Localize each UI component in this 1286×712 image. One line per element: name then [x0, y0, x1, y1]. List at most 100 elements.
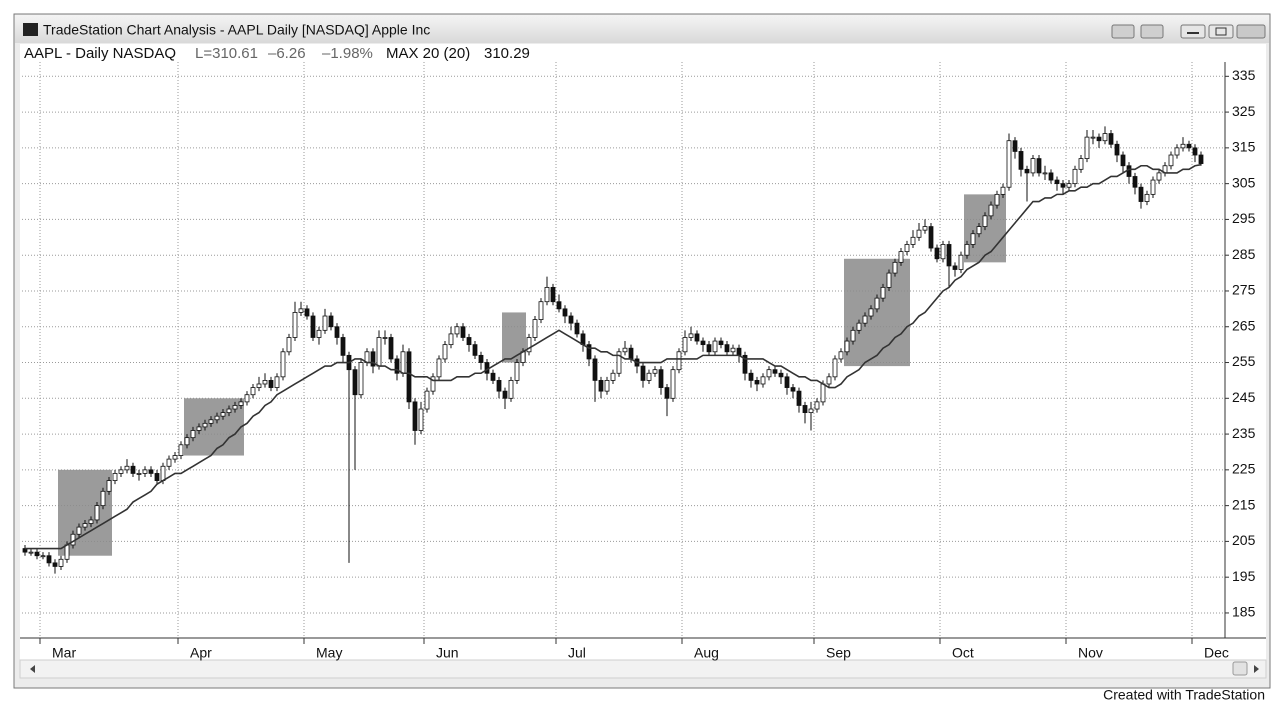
- candle-body: [892, 261, 898, 274]
- candle-body: [1018, 151, 1024, 170]
- candle-body: [46, 555, 52, 564]
- candle-body: [268, 380, 274, 388]
- candle-body: [1042, 172, 1048, 175]
- candle-body: [490, 372, 496, 381]
- candle-body: [448, 333, 454, 346]
- toolbar-button[interactable]: [1111, 24, 1135, 39]
- x-tick-label: Dec: [1204, 645, 1229, 661]
- candle-body: [904, 244, 910, 253]
- candle-body: [286, 337, 292, 353]
- candle-body: [850, 329, 856, 342]
- candle-body: [940, 244, 946, 260]
- candle-body: [832, 358, 838, 378]
- candle-body: [262, 380, 268, 385]
- candle-body: [94, 505, 100, 521]
- x-tick-label: Nov: [1078, 645, 1103, 661]
- scroll-track[interactable]: [19, 659, 1267, 679]
- candle-body: [292, 312, 298, 338]
- candle-body: [604, 380, 610, 392]
- candle-body: [298, 308, 304, 313]
- candle-body: [52, 562, 58, 567]
- candle-body: [874, 297, 880, 310]
- candle-body: [598, 380, 604, 392]
- candle-body: [790, 387, 796, 392]
- candle-body: [124, 465, 130, 471]
- title-bar: [15, 15, 1269, 43]
- candle-body: [478, 354, 484, 363]
- toolbar-button[interactable]: [1140, 24, 1164, 39]
- candle-body: [484, 362, 490, 374]
- candle-body: [664, 387, 670, 399]
- candle-body: [106, 480, 112, 492]
- candle-body: [922, 226, 928, 231]
- y-tick-label: 335: [1232, 67, 1256, 83]
- scroll-right[interactable]: [1254, 665, 1259, 673]
- candle-body: [658, 369, 664, 388]
- candle-body: [466, 337, 472, 346]
- candle-body: [670, 369, 676, 399]
- pct-change: –1.98%: [322, 45, 373, 62]
- candle-body: [928, 226, 934, 249]
- x-tick-label: Sep: [826, 645, 851, 661]
- candle-body: [352, 369, 358, 396]
- candle-body: [1192, 147, 1198, 156]
- candle-body: [556, 301, 562, 310]
- candle-body: [562, 308, 568, 317]
- candle-body: [988, 204, 994, 217]
- candle-body: [82, 523, 88, 528]
- candle-body: [910, 236, 916, 245]
- candle-body: [1030, 158, 1036, 174]
- candle-body: [28, 551, 34, 554]
- x-tick-label: Apr: [190, 645, 212, 661]
- candle-body: [676, 351, 682, 371]
- candle-body: [766, 369, 772, 378]
- candle-body: [688, 333, 694, 338]
- candle-body: [76, 526, 82, 535]
- close-button[interactable]: [1236, 24, 1266, 39]
- candle-body: [652, 369, 658, 374]
- candle-body: [1048, 172, 1054, 181]
- x-tick-label: May: [316, 645, 342, 661]
- scroll-thumb[interactable]: [1232, 661, 1248, 676]
- candle-body: [1036, 158, 1042, 174]
- y-tick-label: 295: [1232, 210, 1256, 226]
- minimize-button[interactable]: [1180, 24, 1206, 39]
- candle-body: [160, 465, 166, 481]
- candle-body: [1072, 168, 1078, 185]
- candle-body: [628, 347, 634, 360]
- candle-body: [34, 551, 40, 557]
- y-tick-label: 195: [1232, 568, 1256, 584]
- symbol-label: AAPL - Daily NASDAQ: [24, 45, 176, 62]
- candle-body: [70, 533, 76, 546]
- candle-body: [808, 408, 814, 414]
- candle-body: [1114, 143, 1120, 156]
- maximize-glyph: [1215, 27, 1227, 36]
- candle-body: [1108, 133, 1114, 145]
- candle-body: [508, 380, 514, 399]
- candle-body: [130, 465, 136, 474]
- candle-body: [274, 376, 280, 388]
- candle-body: [148, 469, 154, 474]
- y-tick-label: 315: [1232, 139, 1256, 155]
- candle-body: [772, 369, 778, 374]
- candle-body: [682, 337, 688, 353]
- candle-body: [100, 490, 106, 507]
- candle-body: [88, 519, 94, 524]
- candle-body: [706, 344, 712, 353]
- candle-body: [730, 347, 736, 353]
- candle-body: [232, 405, 238, 410]
- candle-body: [1150, 179, 1156, 195]
- candle-body: [166, 458, 172, 467]
- candle-body: [736, 347, 742, 356]
- candle-body: [982, 215, 988, 227]
- chart-area: [20, 44, 1266, 660]
- candle-body: [610, 372, 616, 381]
- maximize-button[interactable]: [1208, 24, 1234, 39]
- candle-body: [370, 351, 376, 367]
- candle-body: [826, 376, 832, 385]
- candle-body: [214, 415, 220, 421]
- scroll-left[interactable]: [30, 665, 35, 673]
- candle-body: [550, 286, 556, 303]
- candle-body: [472, 344, 478, 356]
